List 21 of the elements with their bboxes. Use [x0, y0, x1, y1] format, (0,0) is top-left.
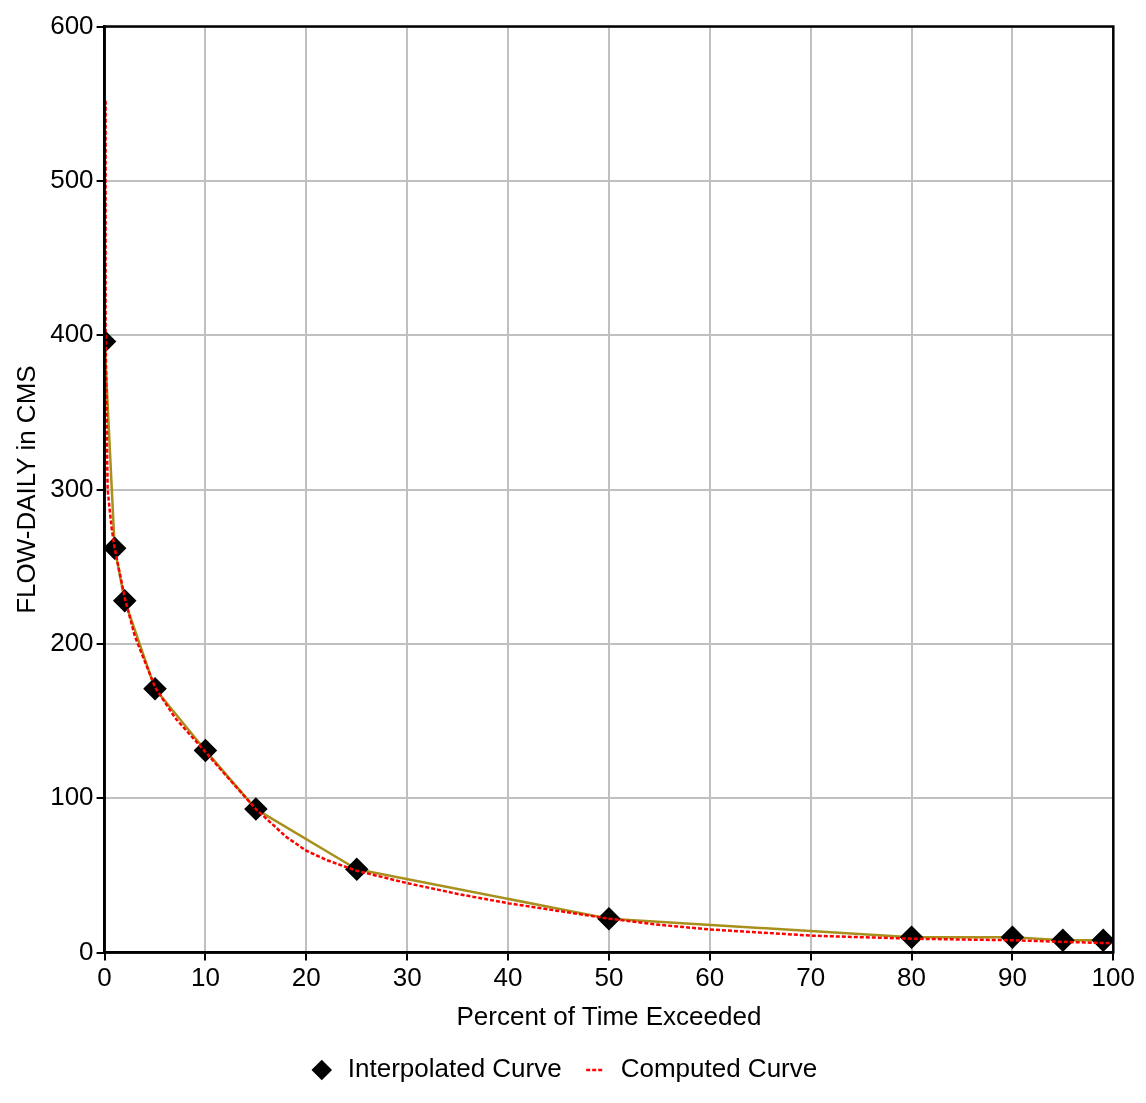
y-tick-label: 600	[50, 9, 94, 40]
x-tick-label: 10	[190, 962, 220, 993]
y-tick-label: 400	[50, 318, 94, 349]
y-tick-label: 200	[50, 627, 94, 658]
y-tick-label: 300	[50, 472, 94, 503]
y-tick-label: 0	[79, 935, 94, 966]
x-tick-label: 20	[291, 962, 321, 993]
x-tick-label: 30	[392, 962, 422, 993]
x-tick-label: 80	[897, 962, 927, 993]
x-tick-label: 50	[594, 962, 624, 993]
legend-label: Computed Curve	[620, 1053, 818, 1084]
x-axis-title: Percent of Time Exceeded	[456, 1000, 762, 1031]
y-axis-title: FLOW-DAILY in CMS	[10, 365, 41, 614]
y-tick-label: 500	[50, 164, 94, 195]
x-tick-label: 40	[493, 962, 523, 993]
x-tick-label: 90	[997, 962, 1027, 993]
legend-label: Interpolated Curve	[347, 1053, 562, 1084]
x-tick-label: 100	[1091, 962, 1136, 993]
x-tick-label: 70	[796, 962, 826, 993]
y-tick-label: 100	[50, 781, 94, 812]
x-tick-label: 60	[695, 962, 725, 993]
